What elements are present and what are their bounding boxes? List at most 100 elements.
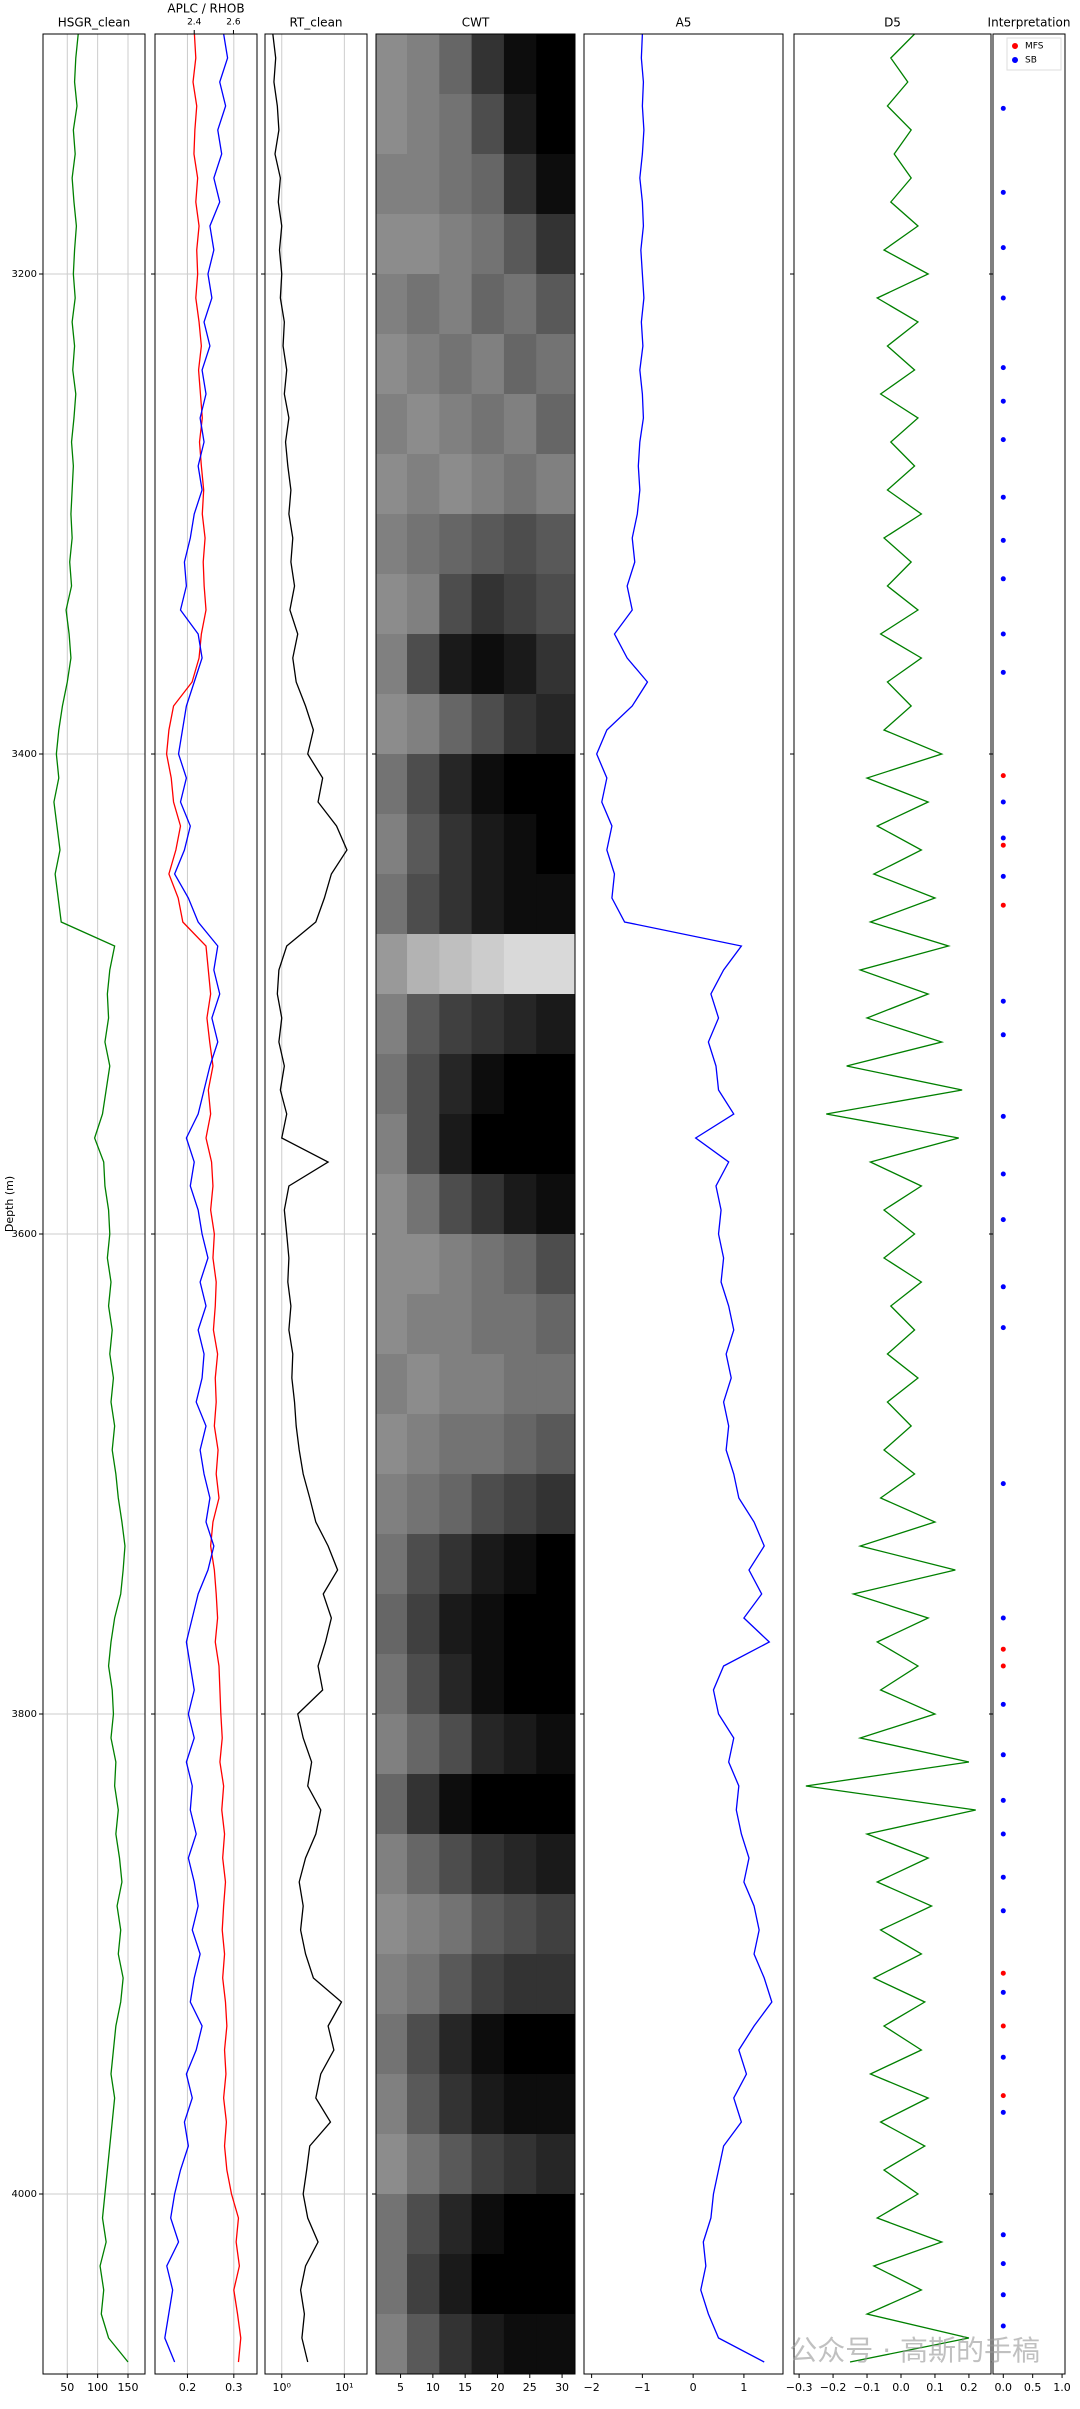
cwt-cell	[439, 874, 473, 935]
cwt-cell	[536, 1594, 575, 1655]
cwt-cell	[376, 2134, 408, 2195]
cwt-cell	[439, 1954, 473, 2015]
cwt-cell	[407, 2194, 440, 2255]
x-tick-label: 0.2	[960, 2381, 978, 2394]
marker	[1000, 437, 1006, 443]
cwt-cell	[536, 1354, 575, 1415]
cwt-cell	[407, 1954, 440, 2015]
cwt-cell	[376, 634, 408, 695]
legend-marker	[1012, 57, 1018, 63]
cwt-cell	[407, 1054, 440, 1115]
cwt-cell	[439, 1174, 473, 1235]
marker	[1000, 576, 1006, 582]
cwt-cell	[471, 1594, 505, 1655]
x-tick-label: 0.1	[926, 2381, 944, 2394]
cwt-cell	[407, 1894, 440, 1955]
track-frame	[154, 33, 258, 2375]
marker	[1000, 873, 1006, 879]
cwt-cell	[407, 1174, 440, 1235]
cwt-cell	[376, 334, 408, 395]
log-curve	[595, 34, 773, 2363]
cwt-cell	[439, 1534, 473, 1595]
cwt-cell	[503, 1534, 537, 1595]
cwt-cell	[407, 274, 440, 335]
cwt-cell	[376, 1894, 408, 1955]
x-tick-label: 0.2	[179, 2381, 197, 2394]
marker	[1000, 902, 1006, 908]
marker	[1000, 1615, 1006, 1621]
cwt-cell	[503, 754, 537, 815]
y-tick-label: 3400	[12, 749, 37, 760]
marker	[1000, 2232, 1006, 2238]
track	[43, 34, 145, 2374]
x-tick-label: 25	[523, 2381, 537, 2394]
cwt-cell	[376, 454, 408, 515]
marker	[1000, 2093, 1006, 2099]
cwt-cell	[536, 874, 575, 935]
track-frame	[42, 33, 146, 2375]
cwt-cell	[536, 2074, 575, 2135]
cwt-cell	[503, 514, 537, 575]
cwt-cell	[503, 214, 537, 275]
cwt-cell	[439, 94, 473, 155]
cwt-cell	[407, 94, 440, 155]
cwt-cell	[471, 1054, 505, 1115]
cwt-cell	[439, 1354, 473, 1415]
marker	[1000, 189, 1006, 195]
cwt-cell	[407, 2074, 440, 2135]
cwt-cell	[471, 1654, 505, 1715]
cwt-cell	[471, 154, 505, 215]
cwt-cell	[471, 1534, 505, 1595]
cwt-cell	[471, 274, 505, 335]
y-tick-label: 3200	[12, 269, 37, 280]
x-tick-label: −0.2	[820, 2381, 847, 2394]
cwt-cell	[503, 1294, 537, 1355]
cwt-cell	[439, 1114, 473, 1175]
marker	[1000, 245, 1006, 251]
cwt-cell	[376, 1414, 408, 1475]
cwt-cell	[471, 2254, 505, 2315]
watermark: 公众号 · 高斯的手稿	[789, 2334, 1040, 2367]
cwt-cell	[439, 994, 473, 1055]
marker	[1000, 835, 1006, 841]
marker	[1000, 1032, 1006, 1038]
cwt-cell	[376, 1294, 408, 1355]
cwt-cell	[503, 2254, 537, 2315]
cwt-cell	[407, 1354, 440, 1415]
track	[155, 34, 257, 2374]
marker	[1000, 494, 1006, 500]
cwt-cell	[439, 634, 473, 695]
cwt-cell	[503, 1654, 537, 1715]
cwt-cell	[536, 1114, 575, 1175]
cwt-cell	[536, 454, 575, 515]
cwt-cell	[536, 214, 575, 275]
x-tick-label: 0.0	[995, 2381, 1013, 2394]
cwt-cell	[503, 1414, 537, 1475]
cwt-cell	[407, 1534, 440, 1595]
cwt-cell	[471, 994, 505, 1055]
cwt-cell	[439, 2134, 473, 2195]
marker	[1000, 295, 1006, 301]
cwt-cell	[536, 694, 575, 755]
cwt-cell	[439, 214, 473, 275]
marker	[1000, 1908, 1006, 1914]
cwt-cell	[503, 1894, 537, 1955]
x-tick-label: 0.5	[1024, 2381, 1042, 2394]
x-tick-label: 10⁰	[273, 2381, 292, 2394]
x-tick-label: 20	[490, 2381, 504, 2394]
marker	[1000, 365, 1006, 371]
track	[265, 34, 367, 2374]
cwt-cell	[376, 154, 408, 215]
cwt-cell	[503, 1594, 537, 1655]
cwt-cell	[503, 1714, 537, 1775]
log-curve	[164, 34, 229, 2363]
cwt-cell	[536, 1954, 575, 2015]
y-axis-label: Depth (m)	[3, 1176, 16, 1232]
cwt-cell	[439, 2254, 473, 2315]
cwt-cell	[503, 2014, 537, 2075]
cwt-cell	[407, 814, 440, 875]
cwt-cell	[471, 1474, 505, 1535]
marker	[1000, 1113, 1006, 1119]
x-tick-label: −1	[634, 2381, 650, 2394]
cwt-cell	[407, 1414, 440, 1475]
